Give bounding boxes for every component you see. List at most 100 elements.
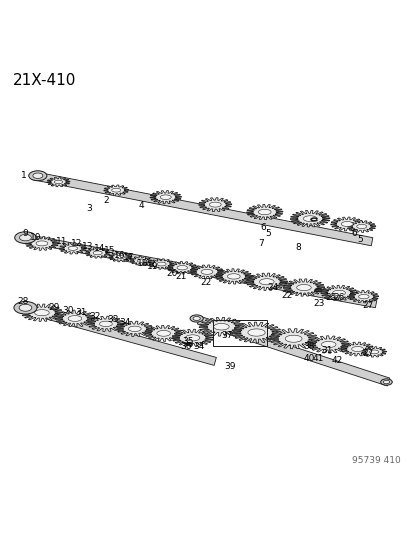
Polygon shape [21,304,62,321]
Polygon shape [104,185,128,196]
Text: 95739 410: 95739 410 [351,456,400,465]
Polygon shape [109,252,132,262]
Polygon shape [282,279,324,296]
Polygon shape [112,188,121,192]
Ellipse shape [15,232,36,244]
Polygon shape [347,221,375,232]
Text: 15: 15 [104,246,116,255]
Text: 40: 40 [303,353,314,362]
Bar [213,320,266,346]
Text: 23: 23 [313,299,324,308]
Text: 20: 20 [166,269,177,278]
Ellipse shape [192,317,200,320]
Polygon shape [321,342,335,348]
Polygon shape [197,316,389,386]
Text: 12: 12 [70,239,82,248]
Polygon shape [231,322,280,343]
Text: 30: 30 [62,306,74,315]
Polygon shape [340,342,373,356]
Text: 5: 5 [356,235,362,244]
Text: 35: 35 [182,337,194,346]
Polygon shape [93,251,102,255]
Ellipse shape [380,379,391,385]
Polygon shape [54,180,62,184]
Polygon shape [36,241,48,246]
Polygon shape [171,329,213,346]
Text: 11: 11 [56,237,67,246]
Polygon shape [258,209,271,215]
Polygon shape [213,324,229,330]
Ellipse shape [190,315,203,322]
Polygon shape [145,325,182,341]
Text: 27: 27 [361,301,373,310]
Polygon shape [259,279,273,285]
Text: 22: 22 [200,278,211,287]
Text: 27: 27 [361,349,373,358]
Polygon shape [296,285,311,290]
Ellipse shape [14,302,37,314]
Text: 31: 31 [75,308,87,317]
Polygon shape [351,346,363,351]
Polygon shape [85,248,110,258]
Polygon shape [130,256,151,265]
Text: 1: 1 [21,171,26,180]
Polygon shape [68,316,82,321]
Polygon shape [199,317,243,336]
Text: 39: 39 [223,362,235,371]
Polygon shape [246,205,282,220]
Polygon shape [330,217,363,231]
Polygon shape [116,321,152,336]
Text: 21: 21 [175,272,187,281]
Text: 9: 9 [23,229,28,238]
Ellipse shape [33,173,43,179]
Polygon shape [303,216,316,222]
Text: 28: 28 [18,297,29,305]
Text: 22: 22 [281,291,292,300]
Polygon shape [25,237,58,251]
Polygon shape [209,202,221,207]
Text: 21X-410: 21X-410 [13,74,76,88]
Polygon shape [55,310,95,327]
Polygon shape [167,262,197,274]
Text: 38: 38 [303,342,314,351]
Polygon shape [100,321,112,327]
Polygon shape [88,316,124,332]
Polygon shape [157,262,166,266]
Polygon shape [21,233,376,308]
Polygon shape [290,211,329,227]
Text: 36: 36 [180,342,192,351]
Text: 2: 2 [103,196,109,205]
Polygon shape [68,246,78,251]
Polygon shape [47,177,70,187]
Text: 37: 37 [221,332,232,340]
Polygon shape [137,259,145,262]
Polygon shape [358,294,368,299]
Polygon shape [320,285,356,301]
Polygon shape [116,255,124,259]
Polygon shape [20,304,216,366]
Polygon shape [185,335,199,341]
Ellipse shape [19,235,31,241]
Polygon shape [356,224,366,229]
Ellipse shape [28,171,47,181]
Text: 33: 33 [107,315,119,324]
Text: 14: 14 [94,244,105,253]
Text: 31: 31 [321,346,332,355]
Polygon shape [35,310,49,316]
Polygon shape [190,265,223,279]
Text: 5: 5 [265,229,270,238]
Text: 26: 26 [332,293,344,302]
Text: 25: 25 [324,293,336,302]
Polygon shape [332,290,344,296]
Polygon shape [361,347,386,357]
Polygon shape [33,172,372,246]
Text: 3: 3 [86,204,92,213]
Text: 10: 10 [30,233,41,242]
Polygon shape [215,269,252,284]
Text: 13: 13 [82,242,94,251]
Polygon shape [227,274,240,279]
Polygon shape [285,335,301,342]
Polygon shape [157,330,170,336]
Polygon shape [150,191,181,204]
Polygon shape [269,329,317,349]
